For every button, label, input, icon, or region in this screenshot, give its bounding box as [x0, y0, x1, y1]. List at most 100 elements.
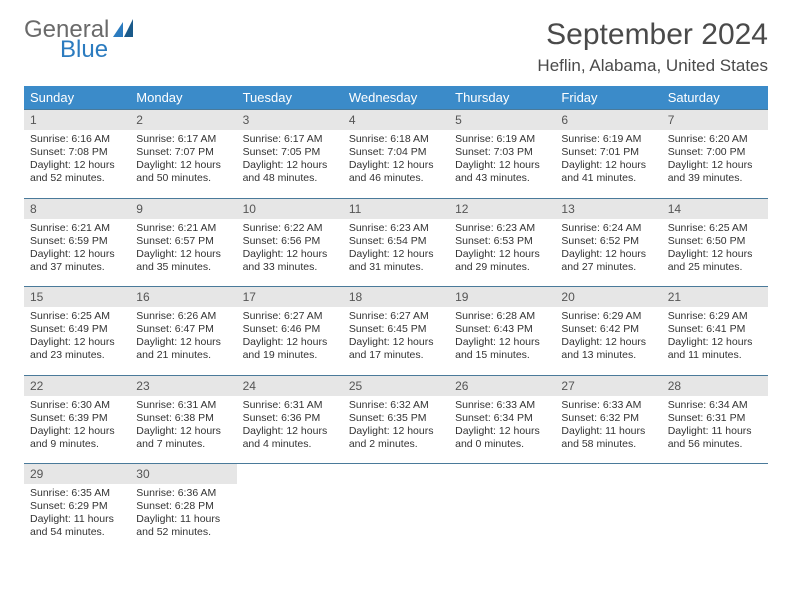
sunrise-text: Sunrise: 6:19 AM	[455, 133, 549, 146]
sunset-text: Sunset: 6:43 PM	[455, 323, 549, 336]
daylight-text: Daylight: 12 hours	[455, 425, 549, 438]
logo-text-blue: Blue	[60, 38, 135, 62]
day-number-cell: 18	[343, 287, 449, 308]
sunrise-text: Sunrise: 6:17 AM	[243, 133, 337, 146]
daylight-text: Daylight: 12 hours	[349, 425, 443, 438]
daylight-text: and 25 minutes.	[668, 261, 762, 274]
sunset-text: Sunset: 6:59 PM	[30, 235, 124, 248]
sunrise-text: Sunrise: 6:25 AM	[30, 310, 124, 323]
day-detail-cell	[449, 484, 555, 552]
daylight-text: Daylight: 12 hours	[136, 336, 230, 349]
sunset-text: Sunset: 6:54 PM	[349, 235, 443, 248]
day-detail-cell: Sunrise: 6:31 AMSunset: 6:38 PMDaylight:…	[130, 396, 236, 464]
day-number-cell: 13	[555, 198, 661, 219]
week-detail-row: Sunrise: 6:21 AMSunset: 6:59 PMDaylight:…	[24, 219, 768, 287]
sunset-text: Sunset: 6:38 PM	[136, 412, 230, 425]
sunrise-text: Sunrise: 6:35 AM	[30, 487, 124, 500]
day-detail-cell: Sunrise: 6:33 AMSunset: 6:34 PMDaylight:…	[449, 396, 555, 464]
daylight-text: and 43 minutes.	[455, 172, 549, 185]
day-number-cell	[555, 464, 661, 485]
sunrise-text: Sunrise: 6:34 AM	[668, 399, 762, 412]
day-detail-cell: Sunrise: 6:27 AMSunset: 6:45 PMDaylight:…	[343, 307, 449, 375]
day-number-cell: 28	[662, 375, 768, 396]
sunrise-text: Sunrise: 6:29 AM	[561, 310, 655, 323]
day-detail-cell: Sunrise: 6:24 AMSunset: 6:52 PMDaylight:…	[555, 219, 661, 287]
daylight-text: Daylight: 12 hours	[30, 159, 124, 172]
sunset-text: Sunset: 6:56 PM	[243, 235, 337, 248]
week-number-row: 22232425262728	[24, 375, 768, 396]
week-number-row: 1234567	[24, 110, 768, 131]
sunset-text: Sunset: 6:28 PM	[136, 500, 230, 513]
sunrise-text: Sunrise: 6:32 AM	[349, 399, 443, 412]
daylight-text: Daylight: 12 hours	[668, 336, 762, 349]
sunset-text: Sunset: 7:04 PM	[349, 146, 443, 159]
sunrise-text: Sunrise: 6:29 AM	[668, 310, 762, 323]
sunset-text: Sunset: 6:39 PM	[30, 412, 124, 425]
col-wednesday: Wednesday	[343, 86, 449, 110]
day-number-cell: 30	[130, 464, 236, 485]
sunset-text: Sunset: 7:05 PM	[243, 146, 337, 159]
col-tuesday: Tuesday	[237, 86, 343, 110]
daylight-text: and 15 minutes.	[455, 349, 549, 362]
daylight-text: Daylight: 11 hours	[561, 425, 655, 438]
day-detail-cell: Sunrise: 6:16 AMSunset: 7:08 PMDaylight:…	[24, 130, 130, 198]
day-number-cell	[449, 464, 555, 485]
day-detail-cell: Sunrise: 6:29 AMSunset: 6:41 PMDaylight:…	[662, 307, 768, 375]
day-detail-cell: Sunrise: 6:19 AMSunset: 7:03 PMDaylight:…	[449, 130, 555, 198]
day-detail-cell: Sunrise: 6:21 AMSunset: 6:59 PMDaylight:…	[24, 219, 130, 287]
sunrise-text: Sunrise: 6:18 AM	[349, 133, 443, 146]
sunset-text: Sunset: 6:45 PM	[349, 323, 443, 336]
sunset-text: Sunset: 6:35 PM	[349, 412, 443, 425]
day-number-cell: 27	[555, 375, 661, 396]
sunset-text: Sunset: 6:49 PM	[30, 323, 124, 336]
sunrise-text: Sunrise: 6:27 AM	[243, 310, 337, 323]
daylight-text: Daylight: 12 hours	[136, 425, 230, 438]
day-number-cell: 4	[343, 110, 449, 131]
day-number-cell: 3	[237, 110, 343, 131]
daylight-text: and 52 minutes.	[30, 172, 124, 185]
day-number-cell: 10	[237, 198, 343, 219]
day-detail-cell: Sunrise: 6:17 AMSunset: 7:07 PMDaylight:…	[130, 130, 236, 198]
day-detail-cell	[343, 484, 449, 552]
day-number-cell: 9	[130, 198, 236, 219]
daylight-text: and 37 minutes.	[30, 261, 124, 274]
day-detail-cell: Sunrise: 6:17 AMSunset: 7:05 PMDaylight:…	[237, 130, 343, 198]
day-number-cell: 20	[555, 287, 661, 308]
sunrise-text: Sunrise: 6:33 AM	[455, 399, 549, 412]
daylight-text: Daylight: 11 hours	[668, 425, 762, 438]
sunset-text: Sunset: 6:47 PM	[136, 323, 230, 336]
day-detail-cell: Sunrise: 6:26 AMSunset: 6:47 PMDaylight:…	[130, 307, 236, 375]
sunrise-text: Sunrise: 6:24 AM	[561, 222, 655, 235]
daylight-text: Daylight: 12 hours	[136, 248, 230, 261]
day-number-cell: 24	[237, 375, 343, 396]
daylight-text: Daylight: 12 hours	[668, 248, 762, 261]
sunrise-text: Sunrise: 6:27 AM	[349, 310, 443, 323]
day-detail-cell: Sunrise: 6:33 AMSunset: 6:32 PMDaylight:…	[555, 396, 661, 464]
sunrise-text: Sunrise: 6:19 AM	[561, 133, 655, 146]
day-number-cell: 11	[343, 198, 449, 219]
day-number-cell: 5	[449, 110, 555, 131]
daylight-text: Daylight: 12 hours	[455, 248, 549, 261]
daylight-text: and 56 minutes.	[668, 438, 762, 451]
daylight-text: and 31 minutes.	[349, 261, 443, 274]
daylight-text: and 21 minutes.	[136, 349, 230, 362]
daylight-text: Daylight: 12 hours	[455, 336, 549, 349]
day-detail-cell: Sunrise: 6:35 AMSunset: 6:29 PMDaylight:…	[24, 484, 130, 552]
daylight-text: Daylight: 11 hours	[30, 513, 124, 526]
daylight-text: Daylight: 12 hours	[243, 159, 337, 172]
sunrise-text: Sunrise: 6:22 AM	[243, 222, 337, 235]
daylight-text: Daylight: 12 hours	[349, 159, 443, 172]
week-detail-row: Sunrise: 6:30 AMSunset: 6:39 PMDaylight:…	[24, 396, 768, 464]
logo: General Blue	[24, 18, 135, 62]
day-number-cell: 6	[555, 110, 661, 131]
daylight-text: Daylight: 12 hours	[561, 248, 655, 261]
daylight-text: and 19 minutes.	[243, 349, 337, 362]
sunset-text: Sunset: 6:57 PM	[136, 235, 230, 248]
day-number-cell: 8	[24, 198, 130, 219]
daylight-text: and 0 minutes.	[455, 438, 549, 451]
daylight-text: Daylight: 12 hours	[561, 159, 655, 172]
daylight-text: Daylight: 12 hours	[349, 248, 443, 261]
calendar-table: Sunday Monday Tuesday Wednesday Thursday…	[24, 86, 768, 552]
sunset-text: Sunset: 6:41 PM	[668, 323, 762, 336]
day-number-cell: 16	[130, 287, 236, 308]
